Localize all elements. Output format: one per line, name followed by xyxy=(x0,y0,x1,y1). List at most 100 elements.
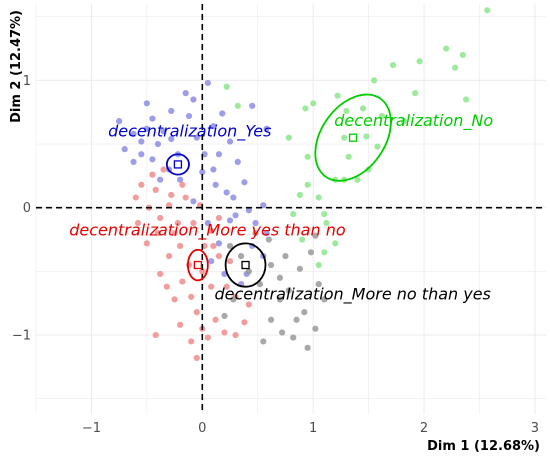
data-point xyxy=(276,274,284,281)
data-point xyxy=(208,227,215,234)
y-axis-title: Dim 2 (12.47%) xyxy=(9,10,24,123)
data-point xyxy=(204,79,211,87)
data-point xyxy=(315,261,322,269)
data-point xyxy=(138,138,145,145)
data-point xyxy=(374,143,381,150)
data-point xyxy=(296,191,303,199)
data-point xyxy=(400,118,408,125)
data-point xyxy=(279,329,286,336)
data-point xyxy=(138,151,145,158)
data-point xyxy=(143,240,150,247)
confidence-ellipse xyxy=(314,93,392,182)
data-point xyxy=(285,287,292,294)
data-point xyxy=(154,230,162,237)
data-point xyxy=(234,158,241,165)
data-point xyxy=(234,102,241,109)
data-point xyxy=(219,110,226,117)
data-point xyxy=(168,191,175,199)
data-point xyxy=(290,210,297,218)
data-point xyxy=(263,125,270,132)
data-point xyxy=(215,214,223,222)
data-point xyxy=(312,325,319,332)
data-point xyxy=(182,194,189,201)
data-point xyxy=(265,236,272,243)
data-point xyxy=(238,253,245,260)
data-point xyxy=(152,331,159,339)
centroid-marker xyxy=(173,160,183,169)
data-point xyxy=(443,45,450,52)
data-point xyxy=(138,181,145,188)
confidence-ellipse xyxy=(186,248,209,282)
data-point xyxy=(208,283,215,290)
data-point xyxy=(204,219,211,227)
data-point xyxy=(226,138,234,145)
data-point xyxy=(343,107,350,115)
data-point xyxy=(193,134,200,141)
data-point xyxy=(121,146,128,153)
data-point xyxy=(188,338,195,345)
data-point xyxy=(285,134,292,141)
data-point xyxy=(177,321,184,328)
category-label: decentralization_More yes than no xyxy=(69,221,346,241)
data-point xyxy=(221,329,228,336)
data-point xyxy=(190,219,197,227)
data-point xyxy=(204,334,211,341)
data-point xyxy=(221,312,228,320)
data-point xyxy=(323,219,330,227)
data-point xyxy=(267,261,275,269)
data-point xyxy=(232,331,239,339)
data-point xyxy=(451,64,459,71)
data-point xyxy=(193,354,200,362)
data-point xyxy=(182,90,189,97)
data-point xyxy=(210,166,217,173)
data-point xyxy=(232,212,239,219)
category-labels: decentralization_Yes decentralization_Nod… xyxy=(69,111,493,304)
data-point xyxy=(354,176,361,183)
data-point xyxy=(157,214,164,222)
data-point xyxy=(416,58,423,65)
data-point xyxy=(223,283,230,290)
centroid-marker xyxy=(241,260,250,270)
confidence-ellipse xyxy=(224,242,267,288)
data-point xyxy=(241,319,248,326)
y-tick-label: −1 xyxy=(12,329,31,344)
data-point xyxy=(157,176,164,183)
data-point xyxy=(215,240,223,247)
data-point xyxy=(276,296,284,303)
data-point xyxy=(223,83,230,90)
data-point xyxy=(245,268,252,275)
category-label: decentralization_More no than yes xyxy=(215,284,491,304)
data-point xyxy=(252,230,259,237)
data-point xyxy=(116,118,123,125)
x-tick-label: 3 xyxy=(531,421,539,436)
data-point xyxy=(168,135,175,143)
x-tick-label: 1 xyxy=(309,421,317,436)
data-point xyxy=(321,296,328,303)
data-point xyxy=(143,100,150,107)
data-point xyxy=(212,181,219,188)
data-point xyxy=(226,242,234,250)
data-point xyxy=(290,334,297,341)
reference-lines xyxy=(36,4,546,414)
data-point xyxy=(260,202,267,209)
data-point xyxy=(160,166,167,173)
data-point xyxy=(321,249,328,256)
data-point xyxy=(332,240,339,247)
data-point xyxy=(245,207,252,214)
data-point xyxy=(190,198,197,205)
data-point xyxy=(345,153,352,160)
data-point xyxy=(334,92,341,99)
data-point xyxy=(171,296,178,303)
data-point xyxy=(301,309,308,316)
data-point xyxy=(185,112,193,120)
data-point xyxy=(459,51,466,59)
data-point xyxy=(179,181,186,188)
data-point xyxy=(163,283,170,290)
data-point xyxy=(230,194,237,201)
data-point xyxy=(132,194,139,201)
data-point xyxy=(165,253,173,260)
data-point xyxy=(152,186,159,194)
data-point xyxy=(282,253,289,260)
data-point xyxy=(223,189,230,196)
data-point xyxy=(226,217,234,224)
